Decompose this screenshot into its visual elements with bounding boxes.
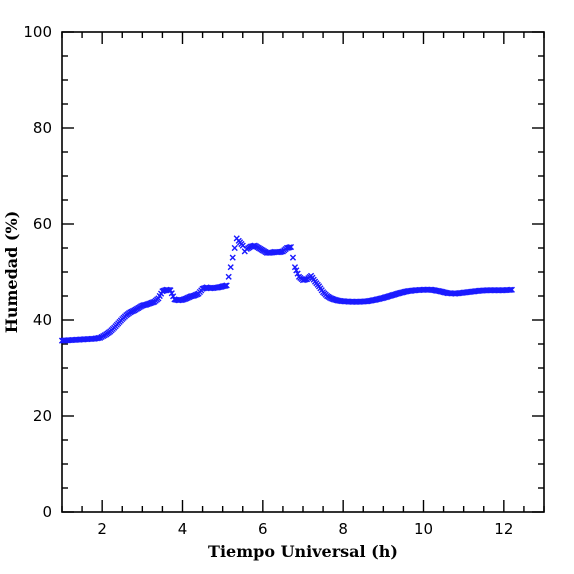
data-point-marker bbox=[286, 244, 293, 251]
x-tick-label: 2 bbox=[97, 520, 107, 538]
data-point-marker bbox=[229, 254, 236, 261]
data-point-marker bbox=[231, 244, 238, 252]
y-axis-title: Humedad (%) bbox=[2, 211, 21, 334]
axis-tick-labels: 2 4 6 8 10 12 0 20 40 60 80 100 bbox=[23, 23, 513, 538]
data-point-marker bbox=[294, 270, 301, 277]
x-tick-label: 12 bbox=[494, 520, 513, 538]
y-tick-label: 0 bbox=[42, 503, 52, 521]
data-point-marker bbox=[289, 254, 297, 261]
data-point-marker bbox=[293, 267, 300, 274]
data-point-marker bbox=[287, 243, 295, 251]
data-point-marker bbox=[291, 264, 299, 271]
data-point-marker bbox=[222, 282, 229, 289]
data-point-marker bbox=[507, 286, 514, 293]
y-tick-label: 80 bbox=[33, 119, 52, 137]
data-point-marker bbox=[223, 282, 230, 289]
data-markers bbox=[58, 235, 515, 344]
data-point-marker bbox=[227, 264, 234, 271]
data-point-marker bbox=[508, 286, 515, 293]
y-tick-label: 100 bbox=[23, 23, 52, 41]
x-tick-label: 10 bbox=[414, 520, 433, 538]
plot-frame bbox=[61, 31, 545, 513]
x-tick-label: 6 bbox=[258, 520, 268, 538]
data-point-marker bbox=[225, 273, 232, 280]
axis-ticks bbox=[61, 31, 545, 513]
y-tick-label: 60 bbox=[33, 215, 52, 233]
y-tick-label: 40 bbox=[33, 311, 52, 329]
x-tick-label: 4 bbox=[178, 520, 188, 538]
x-axis-title: Tiempo Universal (h) bbox=[208, 542, 398, 561]
x-tick-label: 8 bbox=[338, 520, 348, 538]
y-tick-label: 20 bbox=[33, 407, 52, 425]
